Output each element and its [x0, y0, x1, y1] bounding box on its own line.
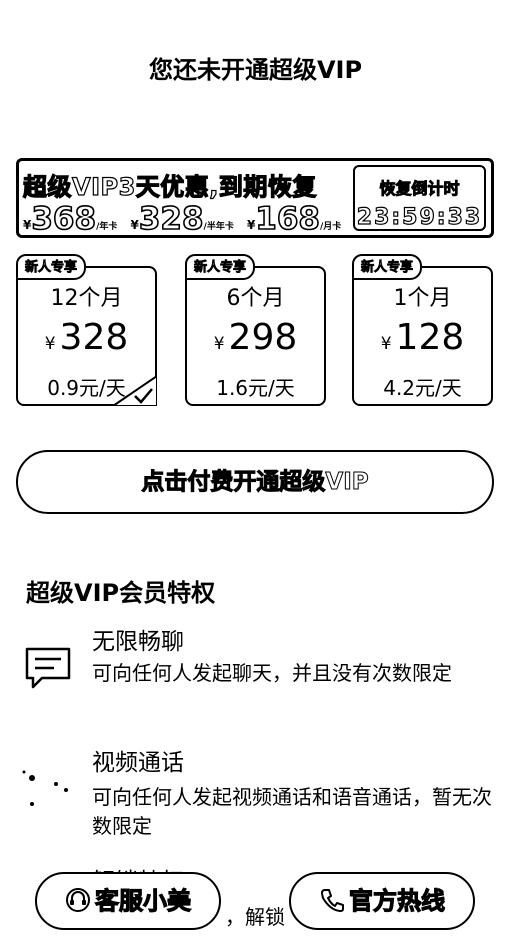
plan-duration: 1个月	[393, 286, 452, 311]
promo-price-halfyear: ¥328/半年卡	[130, 200, 234, 238]
pay-vip-button[interactable]: 点击付费开通超级VIP	[16, 450, 494, 514]
customer-service-label: 客服小美	[94, 886, 191, 915]
plan-duration: 12个月	[50, 286, 123, 311]
plan-badge: 新人专享	[16, 254, 86, 280]
chat-icon	[25, 647, 71, 689]
plan-card-1-month[interactable]: 新人专享 1个月 ¥128 4.2元/天	[352, 254, 493, 406]
video-call-icon	[22, 770, 68, 806]
headset-icon	[66, 888, 90, 912]
privilege-desc: ，解锁	[225, 905, 285, 929]
official-hotline-button[interactable]: 官方热线	[289, 872, 475, 930]
promo-price-list: ¥368/年卡 ¥328/半年卡 ¥168/月卡	[23, 200, 349, 238]
official-hotline-label: 官方热线	[348, 886, 445, 915]
promo-title: 超级VIP3天优惠,到期恢复	[22, 172, 317, 201]
plan-per-day: 4.2元/天	[383, 376, 462, 400]
selected-check-icon	[113, 376, 157, 406]
privilege-desc: 可向任何人发起聊天，并且没有次数限定	[92, 661, 452, 685]
promo-banner[interactable]: 超级VIP3天优惠,到期恢复 ¥368/年卡 ¥328/半年卡 ¥168/月卡 …	[16, 158, 494, 238]
plan-badge: 新人专享	[352, 254, 422, 280]
privilege-title: 无限畅聊	[92, 629, 184, 655]
countdown-timer: 23:59:33	[356, 204, 483, 230]
privilege-desc: 可向任何人发起视频通话和语音通话，暂无次数限定	[92, 785, 492, 838]
plan-price: ¥298	[213, 317, 298, 358]
plan-badge: 新人专享	[185, 254, 255, 280]
promo-price-month: ¥168/月卡	[246, 200, 342, 238]
plan-duration: 6个月	[226, 286, 285, 311]
plan-per-day: 0.9元/天	[47, 376, 126, 400]
customer-service-button[interactable]: 客服小美	[35, 872, 221, 930]
countdown-box: 恢复倒计时 23:59:33	[353, 165, 486, 231]
plan-per-day: 1.6元/天	[216, 376, 295, 400]
page-title: 您还未开通超级VIP	[148, 56, 363, 84]
plan-price: ¥128	[380, 317, 465, 358]
plan-price: ¥328	[44, 317, 129, 358]
privileges-section-title: 超级VIP会员特权	[26, 579, 216, 607]
plan-card-12-months[interactable]: 新人专享 12个月 ¥328 0.9元/天	[16, 254, 157, 406]
privilege-title: 视频通话	[92, 750, 184, 776]
countdown-label: 恢复倒计时	[379, 179, 460, 199]
promo-price-year: ¥368/年卡	[23, 200, 118, 238]
phone-icon	[321, 889, 344, 912]
plan-card-6-months[interactable]: 新人专享 6个月 ¥298 1.6元/天	[185, 254, 326, 406]
